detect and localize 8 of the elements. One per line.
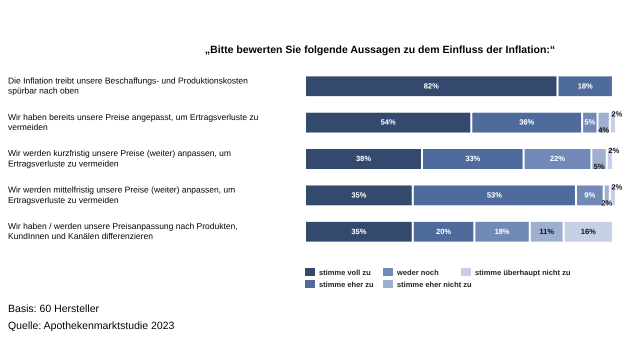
chart-title: „Bitte bewerten Sie folgende Aussagen zu dem Einfluss der Inflation:“ <box>204 44 556 56</box>
y-tick-label: Wir werden mittelfristig unsere Preise (weiter) anpassen, um Ertragsverluste zu vermeiden <box>8 184 236 205</box>
y-tick-label: Die Inflation treibt unsere Beschaffungs- und Produktionskosten spürbar nach oben <box>8 75 248 96</box>
text: Basis: 60 Hersteller <box>8 302 100 317</box>
y-tick-label: Wir haben bereits unsere Preise angepasst, um Ertragsverluste zu vermeiden <box>8 112 259 132</box>
y-tick-label: Wir werden kurzfristig unsere Preise (weiter) anpassen, um Ertragsverluste zu vermeiden <box>8 148 231 168</box>
y-tick-label: Wir haben / werden unsere Preisanpassung nach Produkten, KundInnen und Kanälen differenzieren <box>8 221 238 242</box>
source-note: Quelle: Apothekenmarktstudie 2023 <box>8 319 174 334</box>
